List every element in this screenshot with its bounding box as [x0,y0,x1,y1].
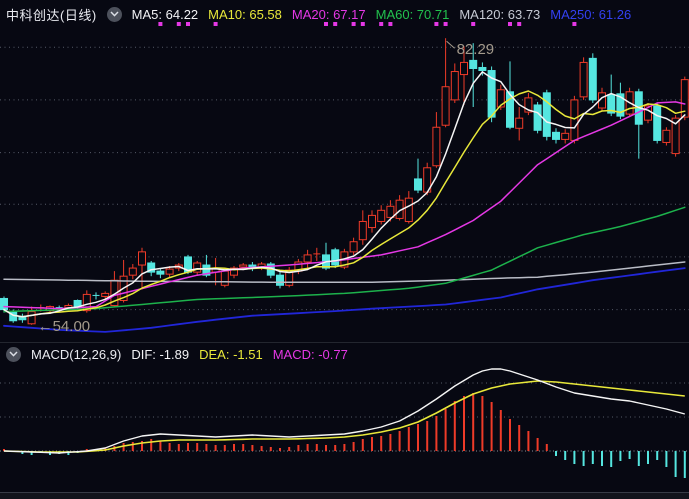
ma60-legend: MA60: 70.71 [375,6,450,22]
ma10-legend: MA10: 65.58 [208,6,282,22]
bottom-axis-bar[interactable] [0,492,689,499]
collapse-macd-pane-icon[interactable] [6,346,21,362]
main-chart-header: 中科创达(日线) MA5: 64.22 MA10: 65.58 MA20: 67… [6,0,689,28]
ma5-legend: MA5: 64.22 [131,6,199,22]
macd-header: MACD(12,26,9) DIF: -1.89 DEA: -1.51 MACD… [6,344,689,364]
dif-legend: DIF: -1.89 [131,346,190,362]
ma120-legend: MA120: 63.73 [459,6,541,22]
low-price-annotation: ←54.00 [38,318,91,335]
chevron-down-icon [110,11,119,17]
dea-legend: DEA: -1.51 [199,346,263,362]
macd-title: MACD(12,26,9) [31,346,122,362]
high-price-annotation: 82.29 [457,41,495,58]
macd-legend: MACD: -0.77 [272,346,348,362]
chevron-down-icon [9,351,18,357]
ma20-legend: MA20: 67.17 [291,6,366,22]
stock-title: 中科创达(日线) [6,7,97,23]
collapse-main-pane-icon[interactable] [106,6,122,22]
pane-separator [0,342,689,343]
ma250-legend: MA250: 61.26 [550,6,632,22]
